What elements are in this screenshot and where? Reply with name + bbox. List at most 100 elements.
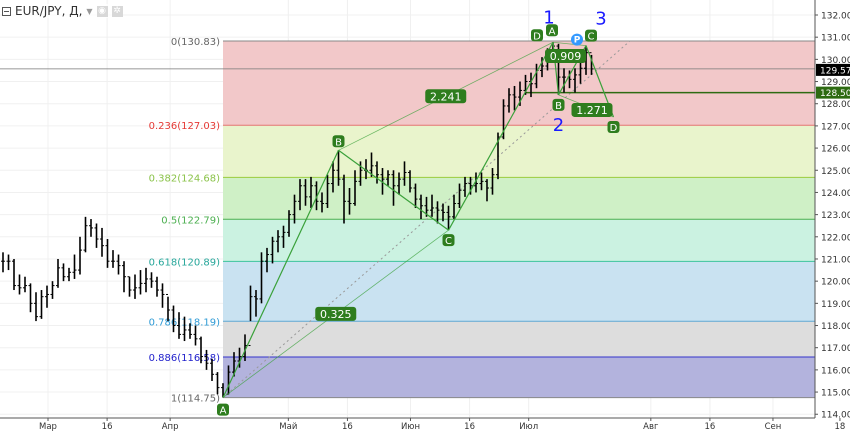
pattern-leg	[447, 41, 554, 231]
time-tick-label: 16	[102, 422, 113, 432]
symbol-title[interactable]: EUR/JPY, Д,	[15, 4, 83, 18]
ohlc-bar	[309, 176, 313, 208]
ohlc-bar	[397, 172, 401, 195]
ohlc-bar	[336, 150, 341, 186]
pattern-point-B[interactable]	[332, 135, 345, 148]
price-tick-label: 125.00	[821, 167, 850, 177]
chart-legend: EUR/JPY, Д, ▼ ◉ ✲	[2, 4, 123, 18]
harmonic-patterns[interactable]: 0.325 2.241 A B C D 0.909 1.271 A B C D P 1 2 3	[217, 7, 620, 417]
ohlc-bar	[573, 68, 577, 93]
ohlc-bar	[413, 183, 418, 208]
time-tick-label: 16	[464, 422, 475, 432]
elliott-wave-label: 2	[553, 115, 564, 136]
pattern-point-D[interactable]	[607, 121, 620, 134]
ohlc-bar	[325, 174, 330, 208]
pattern-ratio-label-bg[interactable]	[315, 306, 357, 321]
ohlc-bar	[474, 172, 478, 193]
last-price-label: 129.57	[820, 66, 850, 76]
ohlc-bar	[386, 170, 390, 186]
time-tick-label: 18	[835, 422, 846, 432]
price-tick-label: 115.00	[821, 389, 850, 399]
fib-level-label: 1(114.75)	[171, 394, 220, 405]
time-axis	[0, 418, 850, 432]
fib-level-label: 0(130.83)	[171, 37, 220, 48]
ohlc-bar	[507, 88, 511, 113]
ohlc-bar	[177, 312, 181, 339]
pattern-ratio-label-bg[interactable]	[545, 48, 586, 63]
fib-zone	[223, 125, 815, 178]
pattern-point-C[interactable]	[585, 29, 597, 42]
elliott-wave-label: 1	[543, 7, 554, 28]
ohlc-bar	[100, 227, 104, 257]
pattern-point-A[interactable]	[217, 403, 229, 416]
ohlc-bar	[78, 236, 82, 275]
fib-level-label: 0.618(120.89)	[149, 257, 221, 268]
pattern-ratio-label: 0.325	[320, 308, 352, 321]
ohlc-bar	[34, 292, 38, 322]
ohlc-bar	[512, 85, 517, 111]
ohlc-bar	[243, 334, 247, 362]
ohlc-bar	[353, 170, 357, 206]
price-tick-label: 129.00	[821, 78, 850, 88]
collapse-icon[interactable]	[2, 6, 11, 16]
pattern-ratio-line	[552, 41, 587, 47]
fib-level-label: 0.236(127.03)	[149, 121, 221, 132]
time-tick-label: Авг	[643, 422, 659, 432]
ohlc-bar	[248, 285, 253, 346]
fib-zone	[223, 219, 815, 262]
ohlc-bar	[127, 276, 132, 297]
pattern-point-A[interactable]	[546, 24, 558, 37]
ohlc-bar	[17, 274, 22, 295]
time-tick-label: Апр	[162, 422, 179, 432]
ohlc-bar	[111, 250, 115, 268]
ohlc-bar	[254, 290, 258, 317]
horizontal-line-label-badge	[816, 86, 850, 99]
ohlc-bar	[67, 267, 71, 282]
ohlc-bar	[232, 352, 236, 377]
pattern-point-D[interactable]	[531, 29, 543, 42]
ohlc-bar	[215, 372, 220, 395]
pattern-ratio-label-bg[interactable]	[425, 89, 467, 104]
ohlc-bar	[72, 254, 77, 279]
fib-zone	[223, 357, 815, 398]
pattern-point-label: B	[335, 137, 342, 148]
pattern-point-B[interactable]	[552, 98, 565, 111]
fib-level-label: 0.5(122.79)	[161, 215, 220, 226]
gear-icon[interactable]: ✲	[111, 5, 123, 17]
ohlc-bar	[276, 230, 280, 253]
eye-icon[interactable]: ◉	[96, 5, 108, 17]
price-tick-label: 118.00	[821, 322, 850, 332]
pattern-point-label: C	[445, 236, 452, 247]
ohlc-bar	[375, 161, 379, 184]
pattern-point-label: D	[533, 31, 541, 42]
price-tick-label: 124.00	[821, 189, 850, 199]
ohlc-bar	[144, 267, 148, 293]
pattern-point-label: D	[610, 123, 618, 134]
ohlc-bar	[182, 316, 187, 342]
time-tick-label: Июн	[401, 422, 420, 432]
ohlc-bar	[89, 219, 93, 237]
ohlc-bar	[210, 358, 214, 381]
ohlc-bar	[287, 210, 291, 237]
fib-zone	[223, 40, 815, 126]
pattern-point-C[interactable]	[442, 234, 455, 247]
ohlc-bar	[430, 194, 434, 217]
ohlc-bar	[83, 216, 88, 253]
price-tick-label: 132.00	[821, 12, 850, 22]
pattern-leg	[338, 149, 449, 231]
caret-down-icon[interactable]: ▼	[86, 6, 93, 16]
price-tick-label: 119.00	[821, 300, 850, 310]
ohlc-bar	[6, 254, 11, 271]
time-tick-label: 16	[342, 422, 353, 432]
pattern-ratio-label-bg[interactable]	[571, 102, 613, 117]
ohlc-bar	[50, 281, 55, 299]
ohlc-bar	[116, 254, 121, 275]
ohlc-bar	[12, 258, 16, 291]
point-marker[interactable]	[571, 33, 583, 46]
price-tick-label: 131.00	[821, 34, 850, 44]
ohlc-bar	[391, 170, 396, 206]
pattern-point-label: C	[588, 32, 595, 43]
ohlc-bars	[1, 42, 594, 398]
